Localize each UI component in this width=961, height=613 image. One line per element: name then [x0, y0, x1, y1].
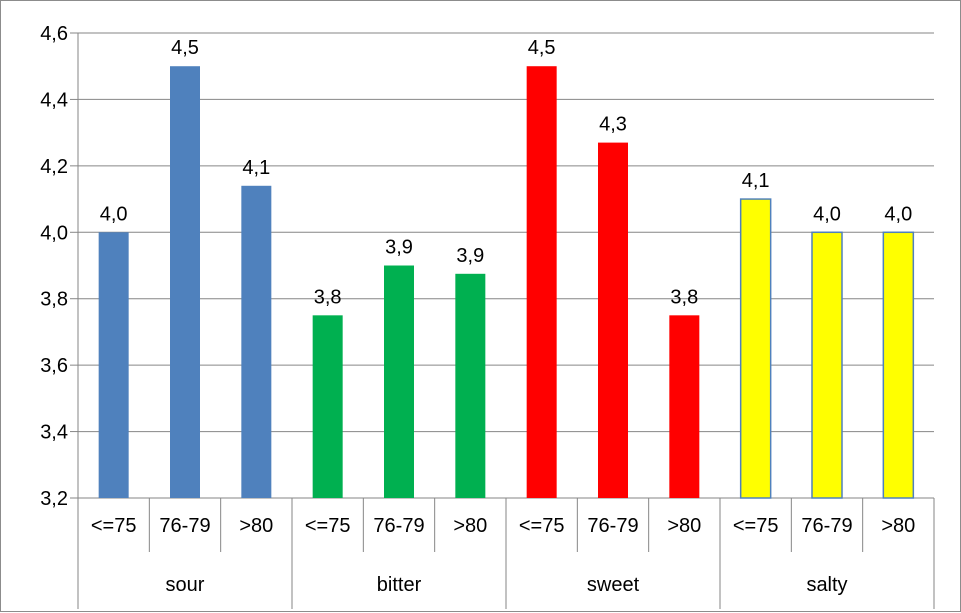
bar-sour-1 — [170, 66, 200, 498]
x-category-label: 76-79 — [159, 515, 210, 537]
bar-sour-0 — [98, 232, 129, 499]
x-category-label: >80 — [239, 515, 273, 537]
data-label: 3,9 — [385, 237, 413, 259]
data-label: 4,3 — [599, 114, 627, 136]
y-tick-label: 4,4 — [40, 89, 68, 111]
data-label: 4,1 — [242, 157, 270, 179]
data-label: 3,9 — [456, 245, 484, 267]
x-category-label: 76-79 — [373, 515, 424, 537]
data-label: 4,0 — [884, 203, 912, 225]
bar-bitter-1 — [384, 265, 414, 498]
data-label: 3,8 — [314, 286, 342, 308]
bar-sweet-0 — [526, 66, 557, 498]
data-label: 4,0 — [813, 203, 841, 225]
x-category-label: >80 — [881, 515, 915, 537]
y-tick-label: 3,4 — [40, 422, 68, 444]
x-category-labels: <=75 76-79 >80 sour <=75 76-79 >80 bitter <=75 76… — [91, 515, 915, 596]
data-label: 4,5 — [528, 37, 556, 59]
x-category-label: >80 — [667, 515, 701, 537]
data-label: 4,0 — [100, 203, 128, 225]
data-label: 3,8 — [670, 286, 698, 308]
axes — [70, 32, 935, 609]
y-tick-labels: 3,2 3,4 3,6 3,8 4,0 4,2 4,4 4,6 — [40, 23, 68, 510]
bar-sweet-2 — [669, 315, 700, 498]
x-category-label: <=75 — [733, 515, 779, 537]
data-label: 4,5 — [171, 37, 199, 59]
bar-bitter-0 — [312, 315, 343, 498]
bar-sweet-1 — [598, 142, 628, 498]
y-tick-label: 3,2 — [40, 488, 68, 510]
bar-salty-0 — [739, 198, 772, 499]
x-category-label: >80 — [453, 515, 487, 537]
bar-sour-2 — [241, 185, 272, 499]
bar-salty-1 — [811, 231, 843, 499]
x-category-label: 76-79 — [801, 515, 852, 537]
x-group-label: salty — [806, 574, 847, 596]
y-tick-label: 4,6 — [40, 23, 68, 45]
y-tick-label: 3,8 — [40, 289, 68, 311]
x-group-label: sour — [166, 574, 205, 596]
x-category-label: <=75 — [519, 515, 565, 537]
y-tick-label: 3,6 — [40, 355, 68, 377]
bar-bitter-2 — [455, 273, 486, 498]
grid-lines — [78, 32, 934, 433]
x-category-label: 76-79 — [587, 515, 638, 537]
x-category-label: <=75 — [305, 515, 351, 537]
data-label: 4,1 — [742, 170, 770, 192]
x-group-label: sweet — [587, 574, 640, 596]
bars — [98, 66, 915, 499]
x-category-label: <=75 — [91, 515, 137, 537]
y-tick-label: 4,2 — [40, 156, 68, 178]
y-tick-label: 4,0 — [40, 222, 68, 244]
data-labels: 4,0 4,5 4,1 3,8 3,9 3,9 4,5 4,3 3,8 4,1 4,0 4,0 — [100, 37, 912, 308]
x-group-label: bitter — [377, 574, 422, 596]
bar-salty-2 — [882, 231, 915, 499]
